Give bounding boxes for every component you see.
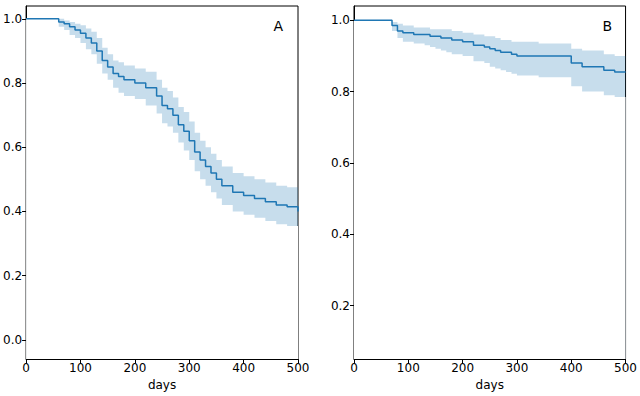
svg-text:300: 300 xyxy=(505,361,528,375)
svg-text:0.4: 0.4 xyxy=(331,227,350,241)
svg-text:1.0: 1.0 xyxy=(331,13,350,27)
svg-text:0.6: 0.6 xyxy=(3,140,22,154)
svg-text:500: 500 xyxy=(287,361,310,375)
svg-text:1.0: 1.0 xyxy=(3,12,22,26)
svg-text:0.8: 0.8 xyxy=(331,85,350,99)
svg-text:0.0: 0.0 xyxy=(3,333,22,347)
svg-text:0.8: 0.8 xyxy=(3,76,22,90)
svg-text:A: A xyxy=(273,18,283,34)
svg-text:0.6: 0.6 xyxy=(331,156,350,170)
svg-text:0.2: 0.2 xyxy=(3,269,22,283)
svg-text:0.4: 0.4 xyxy=(3,204,22,218)
svg-text:days: days xyxy=(476,378,504,392)
svg-text:300: 300 xyxy=(178,361,201,375)
svg-text:200: 200 xyxy=(451,361,474,375)
svg-text:0: 0 xyxy=(350,361,358,375)
svg-text:days: days xyxy=(148,378,176,392)
svg-text:400: 400 xyxy=(232,361,255,375)
svg-text:B: B xyxy=(602,18,612,34)
svg-text:400: 400 xyxy=(560,361,583,375)
svg-text:0.2: 0.2 xyxy=(331,299,350,313)
svg-text:100: 100 xyxy=(397,361,420,375)
svg-text:500: 500 xyxy=(614,361,637,375)
svg-text:0: 0 xyxy=(22,361,30,375)
svg-text:100: 100 xyxy=(69,361,92,375)
svg-text:200: 200 xyxy=(123,361,146,375)
